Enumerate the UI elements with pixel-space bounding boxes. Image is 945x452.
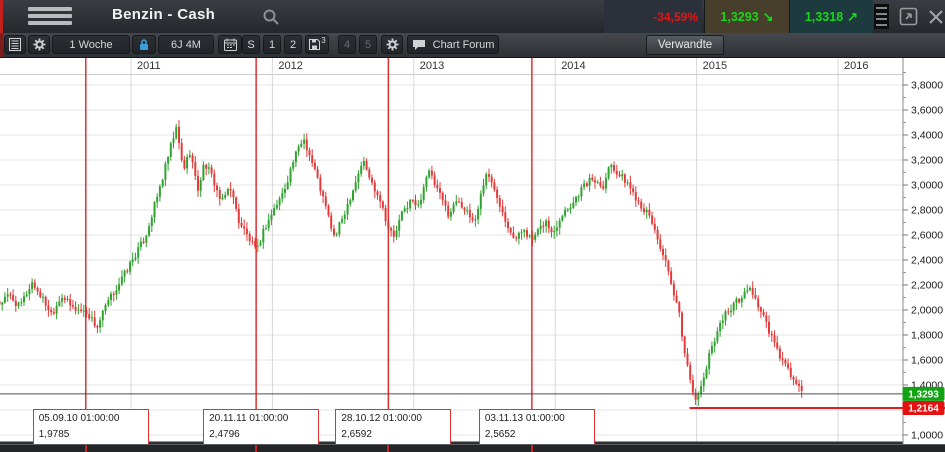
gear-icon <box>386 38 398 51</box>
event-line-tick <box>255 445 258 452</box>
chart-scrollbar[interactable] <box>0 444 945 452</box>
menu-icon[interactable] <box>28 7 72 26</box>
related-tab-label: Verwandte <box>657 39 713 51</box>
save-icon <box>309 39 321 50</box>
change-percent: -34,59% <box>604 0 702 33</box>
event-annotation[interactable]: 05.09.10 01:00:00 1,9785 <box>32 409 149 445</box>
event-line-tick <box>530 445 533 452</box>
left-edge-accent <box>0 0 3 33</box>
svg-text:2016: 2016 <box>844 60 868 72</box>
event-value: 1,9785 <box>38 429 70 440</box>
ask-value: 1,3318 <box>804 9 844 24</box>
svg-text:1,8000: 1,8000 <box>911 330 943 342</box>
speech-bubble-icon <box>412 39 425 50</box>
arrow-down-icon: ↘ <box>762 8 774 24</box>
event-annotation[interactable]: 28.10.12 01:00:00 2,6592 <box>335 409 452 445</box>
settings-button-right[interactable] <box>381 35 403 54</box>
svg-text:2,0000: 2,0000 <box>911 305 943 317</box>
svg-text:1,2164: 1,2164 <box>908 403 939 414</box>
svg-text:2011: 2011 <box>137 60 161 72</box>
save-slot-number: 3 <box>321 36 326 45</box>
gear-icon <box>33 38 45 51</box>
svg-text:1,3293: 1,3293 <box>908 389 939 400</box>
chart-toolbar: 1 Woche 6J 4M S 1 2 3 <box>0 33 945 58</box>
bid-price-button[interactable]: 1,3293 ↘ <box>704 0 789 33</box>
visible-range-button[interactable]: 6J 4M <box>158 35 214 54</box>
svg-text:2,2000: 2,2000 <box>911 280 943 292</box>
candle-bodies-down <box>0 126 803 400</box>
style-button[interactable]: S <box>242 35 260 54</box>
current-price-badge: 1,3293 <box>902 386 945 401</box>
left-edge-accent2 <box>0 33 3 57</box>
instrument-title: Benzin - Cash <box>112 6 216 23</box>
layout-4-button[interactable]: 4 <box>338 35 356 54</box>
candle-wicks-up <box>1 123 751 406</box>
level-price-badge: 1,2164 <box>902 400 945 415</box>
chart-forum-button[interactable]: Chart Forum <box>407 35 499 54</box>
svg-text:3,8000: 3,8000 <box>911 80 943 92</box>
event-annotation[interactable]: 20.11.11 01:00:00 2,4796 <box>203 409 320 445</box>
calendar-icon <box>223 38 237 51</box>
data-table-button[interactable] <box>4 35 26 54</box>
candle-wicks-down <box>0 120 803 405</box>
layout-1-button[interactable]: 1 <box>263 35 281 54</box>
close-window-icon[interactable] <box>927 6 945 27</box>
svg-text:3,4000: 3,4000 <box>911 130 943 142</box>
svg-text:2,6000: 2,6000 <box>911 230 943 242</box>
candle-bodies-up <box>1 126 751 400</box>
event-value: 2,6592 <box>341 429 372 440</box>
gridlines: 2011 2012 2013 2014 2015 2016 <box>0 57 903 443</box>
event-value: 2,5652 <box>484 429 516 440</box>
price-chart-svg[interactable]: 2011 2012 2013 2014 2015 2016 3,8000 3,6000 3,40… <box>0 57 945 452</box>
chart-canvas[interactable]: 2011 2012 2013 2014 2015 2016 3,8000 3,6000 3,40… <box>0 57 945 452</box>
svg-text:2012: 2012 <box>278 60 302 72</box>
ask-price-button[interactable]: 1,3318 ↗ <box>789 0 873 33</box>
event-datetime: 28.10.12 01:00:00 <box>341 413 422 424</box>
svg-text:1,6000: 1,6000 <box>911 355 943 367</box>
svg-text:3,0000: 3,0000 <box>911 180 943 192</box>
window-titlebar: Benzin - Cash -34,59% 1,3293 ↘ 1,3318 ↗ <box>0 0 945 34</box>
lock-icon <box>140 39 148 50</box>
timeframe-selector[interactable]: 1 Woche <box>52 35 130 54</box>
svg-text:2013: 2013 <box>420 60 444 72</box>
event-value: 2,4796 <box>209 429 240 440</box>
chart-forum-label: Chart Forum <box>432 38 495 51</box>
list-icon <box>9 38 21 51</box>
save-layout-3-button[interactable]: 3 <box>305 35 329 54</box>
event-line-tick <box>84 445 87 452</box>
layout-2-button[interactable]: 2 <box>284 35 302 54</box>
svg-text:3,6000: 3,6000 <box>911 105 943 117</box>
arrow-up-icon: ↗ <box>847 8 859 24</box>
related-tab[interactable]: Verwandte <box>646 35 724 55</box>
svg-text:2015: 2015 <box>703 60 727 72</box>
svg-text:1,0000: 1,0000 <box>911 430 943 442</box>
event-line-tick <box>387 445 390 452</box>
svg-text:2,8000: 2,8000 <box>911 205 943 217</box>
svg-text:3,2000: 3,2000 <box>911 155 943 167</box>
calendar-button[interactable] <box>218 35 242 54</box>
plot-bottom-border <box>0 441 906 445</box>
event-datetime: 03.11.13 01:00:00 <box>484 413 565 424</box>
lock-range-button[interactable] <box>132 35 156 54</box>
settings-button-left[interactable] <box>28 35 50 54</box>
event-datetime: 05.09.10 01:00:00 <box>38 413 120 424</box>
expand-window-icon[interactable] <box>898 6 919 27</box>
svg-text:2014: 2014 <box>561 60 585 72</box>
event-datetime: 20.11.11 01:00:00 <box>209 413 289 424</box>
layout-5-button[interactable]: 5 <box>359 35 377 54</box>
svg-text:2,4000: 2,4000 <box>911 255 943 267</box>
timeframe-label: 1 Woche <box>69 38 113 51</box>
event-annotation[interactable]: 03.11.13 01:00:00 2,5652 <box>478 409 595 445</box>
bid-value: 1,3293 <box>720 9 759 24</box>
search-icon[interactable] <box>262 8 280 26</box>
range-label: 6J 4M <box>171 38 201 51</box>
drag-grip-icon[interactable] <box>874 4 889 29</box>
